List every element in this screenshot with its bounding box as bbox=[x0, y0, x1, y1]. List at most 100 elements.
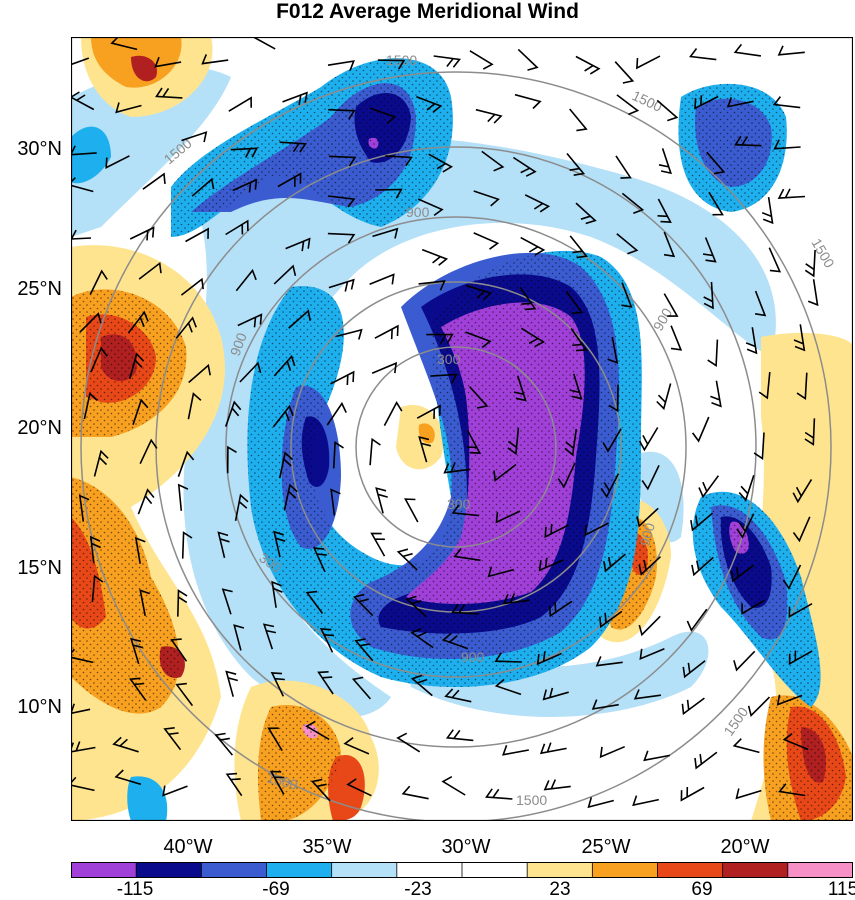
wind-barb bbox=[127, 310, 149, 334]
colorbar-label-neg23: -23 bbox=[404, 879, 432, 900]
wind-barb bbox=[332, 440, 344, 469]
wind-barb bbox=[777, 45, 805, 56]
wind-barb bbox=[569, 373, 583, 400]
wind-barb bbox=[520, 327, 545, 348]
wind-barb bbox=[686, 608, 708, 632]
wind-barb bbox=[595, 656, 623, 667]
wind-barb bbox=[330, 488, 341, 516]
shade-neg1-nw bbox=[71, 66, 231, 237]
wind-barb bbox=[656, 383, 672, 411]
wind-barb bbox=[175, 682, 194, 707]
wind-barb bbox=[230, 147, 259, 158]
wind-barb bbox=[539, 742, 567, 755]
wind-barb bbox=[493, 463, 517, 482]
wind-barb bbox=[788, 603, 813, 618]
colorbar-label-pos69: 69 bbox=[691, 879, 713, 900]
wind-barbs bbox=[71, 37, 819, 809]
wind-barb bbox=[336, 328, 363, 340]
wind-barb bbox=[621, 282, 633, 308]
wind-barb bbox=[129, 226, 155, 241]
wind-barb bbox=[71, 145, 97, 156]
wind-barb bbox=[371, 361, 398, 374]
wind-barb bbox=[691, 416, 710, 443]
wind-barb bbox=[201, 54, 229, 65]
wind-barb bbox=[777, 188, 806, 199]
wind-barb bbox=[591, 699, 619, 710]
wind-barb bbox=[328, 278, 355, 292]
wind-barb bbox=[188, 363, 211, 384]
contour-label-900-right-lower: 900 bbox=[636, 521, 658, 548]
wind-barb bbox=[221, 588, 233, 615]
wind-barb bbox=[71, 648, 94, 664]
wind-barb bbox=[71, 91, 95, 111]
wind-barb bbox=[632, 795, 659, 807]
wind-barb bbox=[796, 372, 808, 401]
wind-barb bbox=[428, 153, 454, 173]
wind-barb bbox=[418, 435, 431, 463]
wind-barb bbox=[569, 235, 589, 259]
wind-barb bbox=[426, 333, 454, 344]
wind-barb bbox=[736, 513, 755, 539]
wind-barb bbox=[370, 107, 397, 125]
wind-barb bbox=[599, 745, 626, 759]
wind-barb bbox=[346, 778, 372, 797]
wind-barb bbox=[614, 61, 635, 84]
wind-barb bbox=[566, 152, 586, 176]
wind-barb bbox=[603, 553, 626, 573]
wind-barb bbox=[416, 96, 443, 113]
wind-barb bbox=[804, 249, 816, 278]
lat-label-10n: 10°N bbox=[17, 696, 62, 718]
wind-barb bbox=[758, 372, 771, 400]
wind-barb bbox=[735, 788, 762, 800]
wind-barb bbox=[663, 293, 679, 317]
wind-barb bbox=[328, 108, 356, 120]
wind-barb bbox=[191, 177, 215, 197]
shade-pos3-south bbox=[328, 755, 365, 821]
wind-barb bbox=[494, 678, 522, 696]
wind-barb bbox=[130, 637, 143, 665]
wind-barb bbox=[707, 339, 719, 368]
wind-barb bbox=[680, 786, 705, 802]
stipple-trough bbox=[247, 250, 642, 687]
wind-barb bbox=[689, 48, 717, 61]
lat-label-20n: 20°N bbox=[17, 417, 62, 439]
wind-barb bbox=[90, 346, 108, 373]
wind-barb bbox=[793, 324, 806, 352]
wind-barb bbox=[788, 650, 813, 666]
contour-label-900-bottom: 900 bbox=[461, 649, 485, 665]
wind-barb bbox=[330, 370, 355, 386]
wind-barb bbox=[481, 150, 505, 172]
wind-barb bbox=[175, 316, 197, 339]
wind-barb bbox=[269, 770, 285, 795]
contour-label-900-left: 900 bbox=[227, 330, 250, 358]
wind-barb bbox=[453, 548, 481, 562]
wind-barb bbox=[375, 188, 403, 199]
wind-barb bbox=[433, 55, 461, 68]
colorbar-swatch bbox=[266, 862, 333, 878]
stipple-southwest bbox=[71, 477, 180, 714]
wind-barb bbox=[319, 627, 335, 653]
wind-barb bbox=[663, 231, 676, 258]
wind-barb bbox=[181, 131, 208, 143]
wind-barb bbox=[404, 498, 419, 523]
wind-barb bbox=[469, 386, 489, 409]
wind-barb bbox=[317, 671, 334, 695]
wind-barb bbox=[512, 156, 537, 177]
wind-barb bbox=[575, 55, 601, 75]
wind-barb bbox=[416, 404, 441, 419]
wind-barb bbox=[734, 135, 762, 147]
wind-barb bbox=[138, 261, 162, 280]
wind-barb bbox=[621, 192, 645, 215]
wind-barb bbox=[441, 632, 469, 650]
wind-barb bbox=[163, 727, 182, 751]
wind-barb bbox=[375, 487, 388, 514]
wind-barb bbox=[587, 797, 614, 809]
lat-label-15n: 15°N bbox=[17, 557, 62, 579]
wind-barb bbox=[732, 738, 760, 754]
wind-barb bbox=[89, 269, 108, 295]
colorbar-swatch bbox=[722, 862, 789, 878]
wind-barb bbox=[776, 694, 803, 706]
wind-barb bbox=[706, 151, 726, 175]
wind-barb bbox=[326, 401, 347, 426]
lon-label-40w: 40°W bbox=[163, 836, 213, 858]
